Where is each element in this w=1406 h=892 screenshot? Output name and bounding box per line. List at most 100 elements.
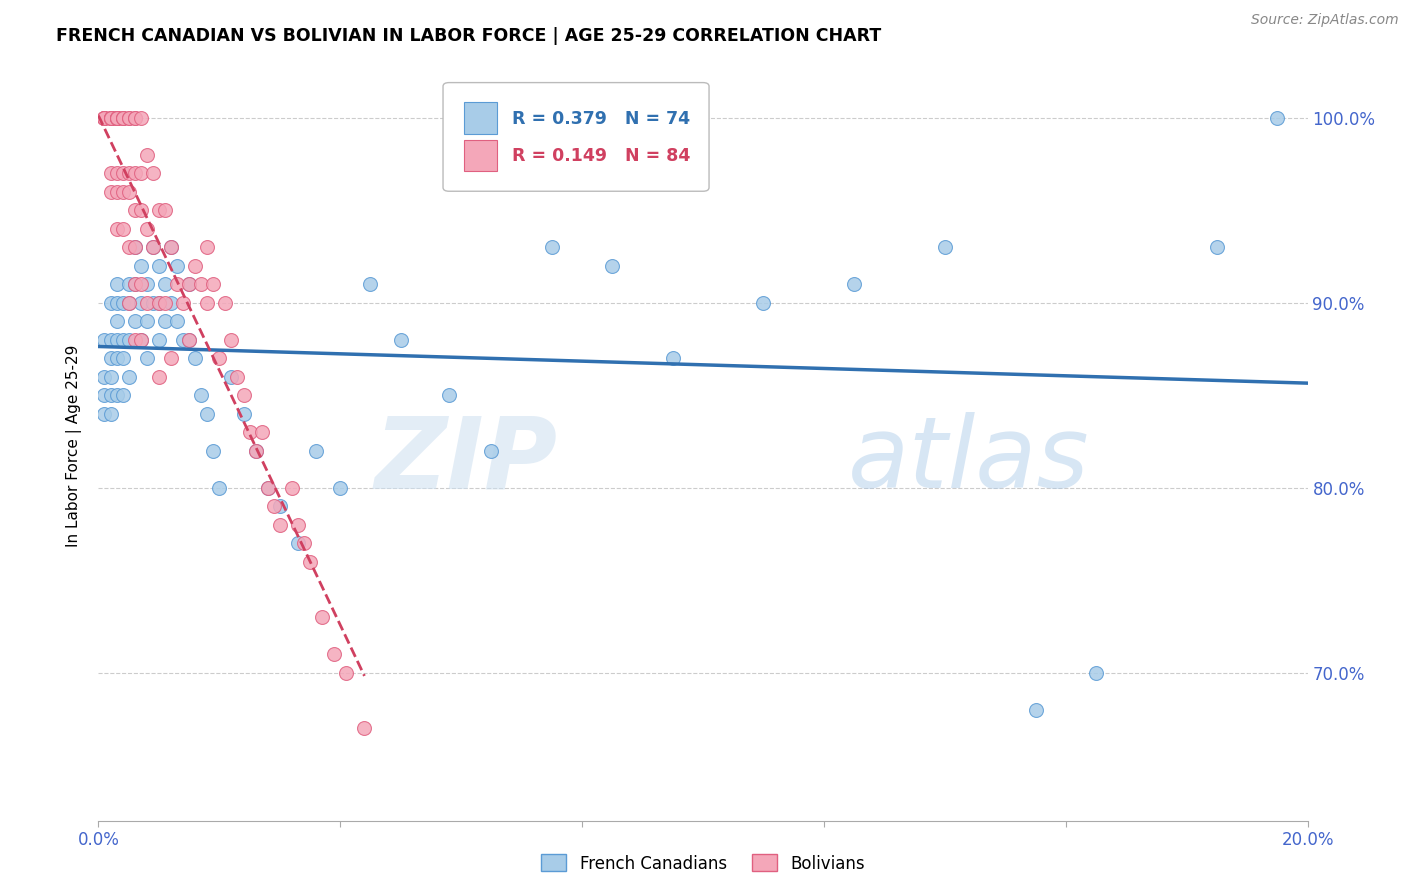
Point — [111, 111, 134, 125]
Point — [124, 240, 146, 254]
Point — [353, 721, 375, 735]
Point — [118, 240, 141, 254]
Point — [124, 314, 146, 328]
Point — [105, 111, 128, 125]
Point — [239, 425, 262, 439]
Point — [105, 111, 128, 125]
Point — [148, 333, 170, 347]
Point — [118, 295, 141, 310]
Point — [166, 314, 188, 328]
Text: ZIP: ZIP — [375, 412, 558, 509]
Point — [124, 277, 146, 292]
Point — [299, 555, 322, 569]
Point — [100, 166, 122, 180]
Point — [232, 407, 254, 421]
Point — [221, 369, 243, 384]
Point — [124, 111, 146, 125]
Point — [160, 295, 183, 310]
Point — [124, 111, 146, 125]
Point — [256, 481, 278, 495]
Point — [100, 369, 122, 384]
Text: Source: ZipAtlas.com: Source: ZipAtlas.com — [1251, 13, 1399, 28]
Point — [195, 295, 218, 310]
Point — [281, 481, 304, 495]
Point — [232, 388, 254, 402]
Point — [602, 259, 624, 273]
Text: FRENCH CANADIAN VS BOLIVIAN IN LABOR FORCE | AGE 25-29 CORRELATION CHART: FRENCH CANADIAN VS BOLIVIAN IN LABOR FOR… — [56, 27, 882, 45]
Point — [153, 203, 176, 218]
Point — [172, 333, 194, 347]
Point — [111, 388, 134, 402]
Point — [105, 185, 128, 199]
Point — [100, 111, 122, 125]
Point — [93, 111, 115, 125]
Point — [153, 277, 176, 292]
Point — [245, 443, 267, 458]
Point — [111, 111, 134, 125]
Point — [166, 277, 188, 292]
Point — [129, 333, 152, 347]
Point — [540, 240, 562, 254]
Point — [118, 185, 141, 199]
Point — [335, 665, 357, 680]
Point — [269, 499, 291, 513]
Point — [195, 407, 218, 421]
Point — [179, 333, 201, 347]
Legend: French Canadians, Bolivians: French Canadians, Bolivians — [534, 847, 872, 880]
Point — [135, 314, 157, 328]
Point — [124, 203, 146, 218]
Point — [208, 481, 231, 495]
Point — [202, 277, 225, 292]
Point — [118, 277, 141, 292]
Point — [661, 351, 683, 365]
Point — [124, 240, 146, 254]
Point — [292, 536, 315, 550]
Point — [118, 333, 141, 347]
Point — [129, 166, 152, 180]
Point — [129, 203, 152, 218]
Point — [135, 277, 157, 292]
Point — [179, 277, 201, 292]
Point — [100, 407, 122, 421]
Point — [118, 166, 141, 180]
Point — [129, 295, 152, 310]
Point — [111, 351, 134, 365]
Point — [214, 295, 236, 310]
Point — [93, 111, 115, 125]
Point — [179, 277, 201, 292]
Point — [118, 111, 141, 125]
Point — [111, 295, 134, 310]
Bar — [464, 102, 498, 134]
Point — [100, 111, 122, 125]
Point — [245, 443, 267, 458]
Point — [142, 295, 165, 310]
Point — [93, 388, 115, 402]
Point — [105, 388, 128, 402]
Point — [190, 277, 212, 292]
Point — [437, 388, 460, 402]
Point — [93, 407, 115, 421]
Point — [129, 277, 152, 292]
Point — [100, 351, 122, 365]
Point — [1267, 111, 1289, 125]
Point — [93, 111, 115, 125]
FancyBboxPatch shape — [443, 83, 709, 191]
Point — [105, 314, 128, 328]
Point — [160, 240, 183, 254]
Point — [844, 277, 866, 292]
Point — [184, 259, 207, 273]
Point — [100, 185, 122, 199]
Point — [166, 259, 188, 273]
Point — [105, 295, 128, 310]
Point — [129, 333, 152, 347]
Point — [1024, 703, 1046, 717]
Point — [124, 333, 146, 347]
Point — [389, 333, 412, 347]
Text: atlas: atlas — [848, 412, 1090, 509]
Point — [93, 369, 115, 384]
Point — [226, 369, 249, 384]
Point — [105, 333, 128, 347]
Point — [111, 185, 134, 199]
Y-axis label: In Labor Force | Age 25-29: In Labor Force | Age 25-29 — [66, 345, 83, 547]
Point — [160, 240, 183, 254]
